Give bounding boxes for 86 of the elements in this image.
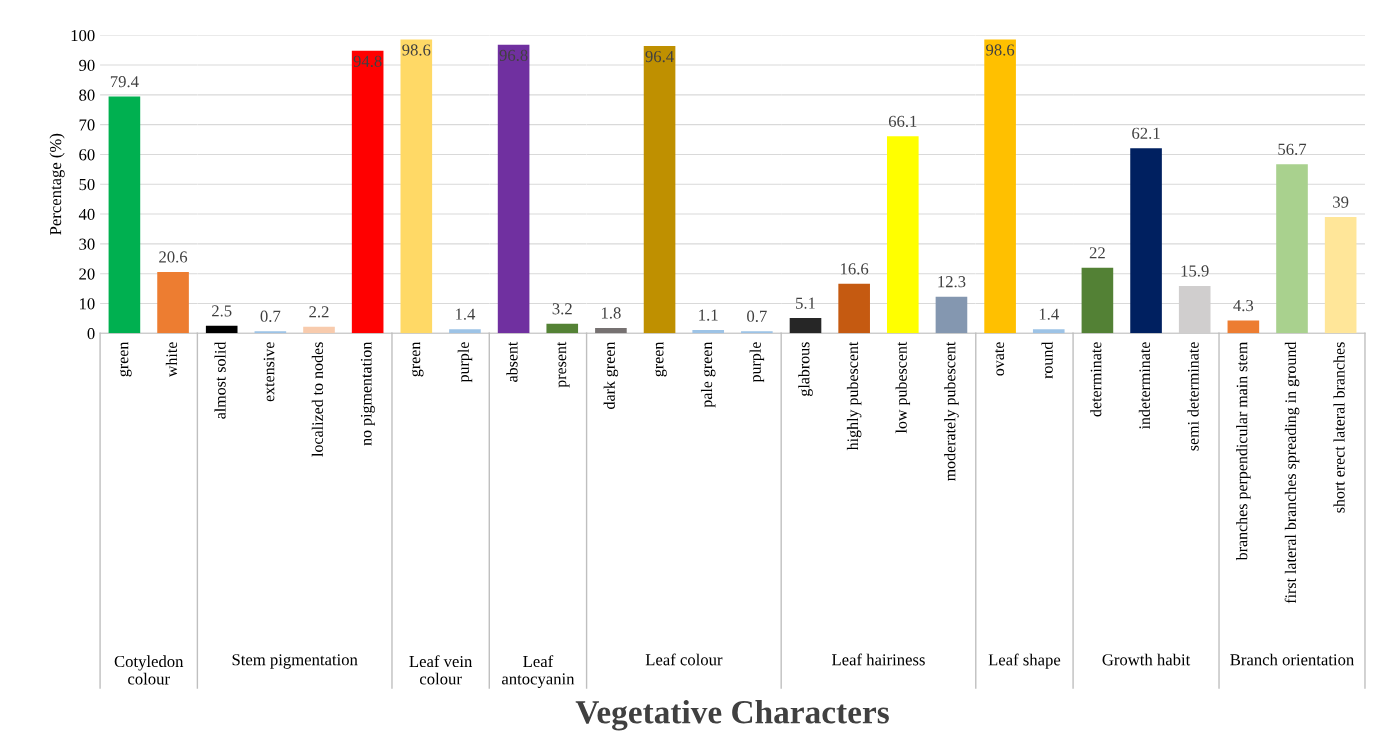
y-tick-label: 30 <box>79 238 95 250</box>
x-axis-title: Leaf vein colour <box>409 655 473 685</box>
data-label: 1.4 <box>456 308 476 320</box>
x-tick-label: short erect lateral branches <box>1333 342 1345 513</box>
x-axis-title: Leaf antocyanin <box>501 655 575 688</box>
data-label: 98.6 <box>986 44 1015 56</box>
x-tick-label: present <box>557 341 570 388</box>
data-label: 1.4 <box>1039 308 1059 320</box>
x-tick-label: moderately pubescent <box>944 341 959 482</box>
x-tick-label: absent <box>506 341 518 382</box>
data-label: 4.3 <box>1233 299 1254 312</box>
data-label: 1.8 <box>601 307 621 319</box>
x-tick-label: purple <box>749 342 765 383</box>
data-label: 0.7 <box>260 310 281 322</box>
x-tick-label: ovate <box>994 342 1005 376</box>
data-label: 0.7 <box>747 310 767 322</box>
x-tick-label: green <box>655 341 667 377</box>
x-tick-label: green <box>120 341 132 377</box>
x-tick-label: no pigmentation <box>360 341 375 446</box>
x-tick-label: glabrous <box>798 342 813 396</box>
data-label: 1.1 <box>699 309 718 321</box>
bar <box>595 327 627 334</box>
bar <box>935 296 968 334</box>
x-axis-title: Leaf shape <box>988 653 1061 669</box>
x-tick-label: localized to nodes <box>311 342 323 457</box>
bar <box>254 331 287 334</box>
bar <box>789 318 822 334</box>
x-tick-label: branches perpendicular main stem <box>1236 341 1251 561</box>
data-label: 96.4 <box>645 50 674 63</box>
x-tick-label: highly pubescent <box>846 341 862 451</box>
y-axis-title: Percentage (%) <box>49 133 65 235</box>
data-label: 3.2 <box>552 303 572 315</box>
x-axis-title: Cotyledon colour <box>114 655 184 685</box>
y-tick-label: 40 <box>78 208 95 221</box>
data-label: 12.3 <box>938 276 966 288</box>
data-label: 15.9 <box>1181 265 1209 277</box>
bar <box>205 325 238 334</box>
y-tick-label: 70 <box>79 119 95 131</box>
x-tick-label: indeterminate <box>1138 342 1151 430</box>
x-axis-title: Growth habit <box>1102 653 1191 666</box>
bar <box>351 50 384 334</box>
x-tick-label: determinate <box>1090 342 1102 417</box>
x-tick-label: almost solid <box>214 341 226 419</box>
x-tick-label: extensive <box>263 342 275 402</box>
data-label: 2.2 <box>309 306 329 318</box>
x-axis-title: Branch orientation <box>1230 653 1354 666</box>
y-tick-label: 10 <box>80 298 95 310</box>
x-tick-label: purple <box>457 342 473 383</box>
y-tick-label: 0 <box>87 328 95 340</box>
bar <box>643 45 676 334</box>
data-label: 39 <box>1333 196 1349 208</box>
data-label: 20.6 <box>159 251 188 263</box>
data-label: 2.5 <box>212 305 232 317</box>
data-label: 56.7 <box>1278 143 1307 156</box>
x-tick-label: round <box>1041 341 1053 379</box>
y-tick-label: 100 <box>71 29 95 42</box>
data-label: 96.8 <box>499 49 528 62</box>
data-label: 79.4 <box>110 76 139 88</box>
data-label: 98.6 <box>402 44 431 56</box>
data-label: 22 <box>1089 247 1105 259</box>
x-tick-label: low pubescent <box>895 341 911 434</box>
x-tick-label: semi determinate <box>1187 342 1199 451</box>
y-tick-label: 60 <box>79 149 95 161</box>
bar <box>741 331 773 334</box>
x-tick-label: pale green <box>700 341 716 408</box>
data-label: 16.6 <box>841 263 869 275</box>
x-tick-label: white <box>165 342 178 378</box>
data-label: 66.1 <box>888 115 917 127</box>
x-axis-title: Stem pigmentation <box>232 654 358 669</box>
y-tick-label: 20 <box>79 268 95 280</box>
y-tick-label: 50 <box>79 178 95 191</box>
x-tick-label: first lateral branches spreading in ground <box>1284 341 1300 604</box>
y-tick-label: 80 <box>79 89 95 101</box>
x-axis-title: Leaf colour <box>645 653 723 666</box>
x-tick-label: green <box>411 341 424 377</box>
x-axis-title: Leaf hairiness <box>831 653 925 666</box>
data-label: 5.1 <box>796 297 815 309</box>
data-label: 62.1 <box>1132 127 1160 139</box>
y-tick-label: 90 <box>79 59 95 71</box>
bar <box>886 136 919 334</box>
bar <box>838 283 870 334</box>
bar <box>692 330 725 334</box>
x-tick-label: dark green <box>603 341 619 409</box>
text: Vegetative Characters <box>575 700 889 731</box>
data-label: 94.8 <box>353 55 382 67</box>
bar <box>303 326 335 334</box>
